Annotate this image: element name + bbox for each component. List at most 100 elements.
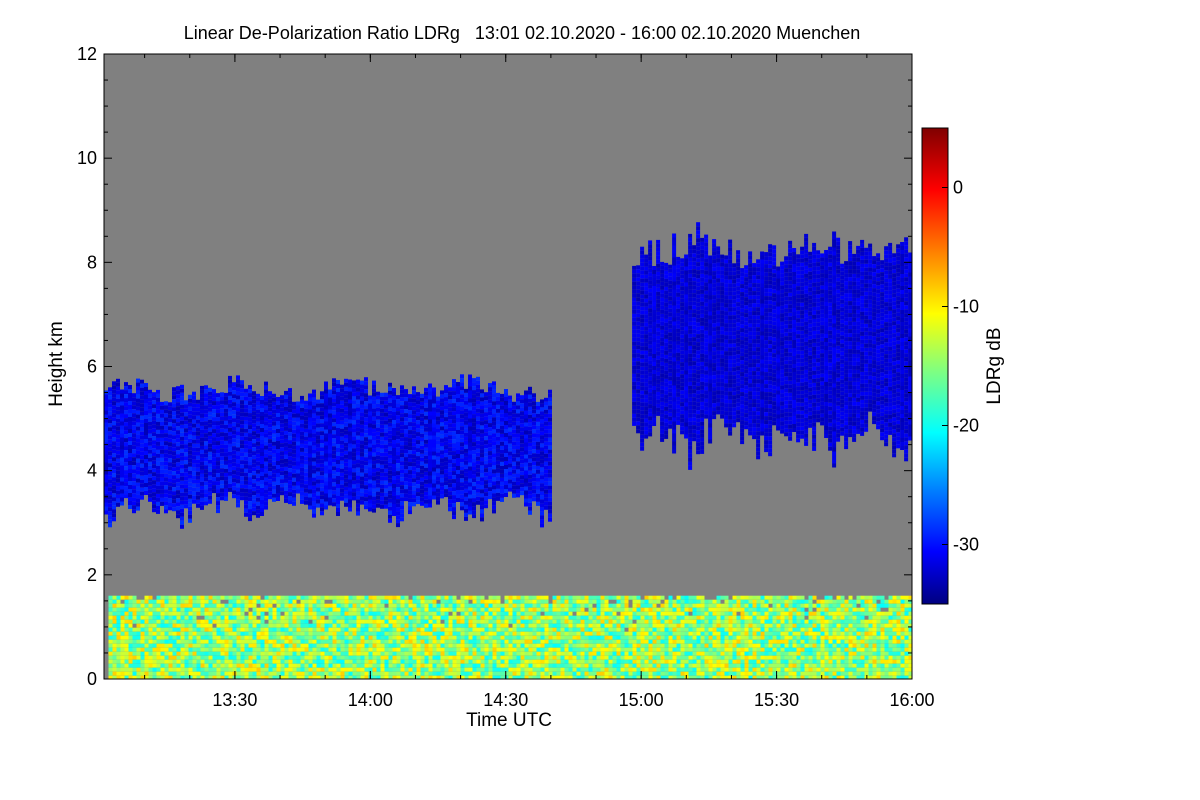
ldr-cell [472,627,477,632]
ldr-cell [204,449,208,454]
ldr-cell [132,409,136,414]
ldr-cell [336,659,341,664]
ldr-cell [512,663,517,668]
ldr-cell [128,401,132,405]
ldr-cell [596,639,601,644]
ldr-cell [668,667,673,672]
ldr-cell [424,627,429,632]
ldr-cell [540,643,545,648]
ldr-cell [656,639,661,644]
ldr-cell [196,631,201,636]
ldr-cell [188,482,192,487]
ldr-cell [592,651,597,656]
ldr-cell [412,623,417,628]
ldr-cell [292,627,297,632]
ldr-cell [140,623,145,628]
ldr-cell [720,663,725,668]
ldr-cell [168,446,172,451]
ldr-cell [152,488,156,493]
ldr-cell [760,623,765,628]
ldr-cell [692,643,697,648]
ldr-cell [824,607,829,612]
ldr-cell [200,501,204,506]
ldr-cell [132,469,136,474]
ldr-cell [416,655,421,660]
ldr-cell [644,603,649,608]
ldr-cell [188,406,192,411]
ldr-cell [524,659,529,664]
ldr-cell [148,611,153,616]
ldr-cell [336,675,341,679]
ldr-cell [180,631,185,636]
ldr-cell [164,477,168,482]
ldr-cell [132,595,137,600]
ldr-cell [184,655,189,660]
ldr-cell [152,476,156,481]
ldr-cell [876,671,881,676]
ldr-cell [136,647,141,652]
ldr-cell [196,659,201,664]
ldr-cell [508,611,513,616]
ldr-cell [888,631,893,636]
ldr-cell [812,631,817,636]
ldr-cell [392,603,397,608]
ldr-cell [236,655,241,660]
ldr-cell [424,623,429,628]
ldr-cell [624,639,629,644]
ldr-cell [448,619,453,624]
ldr-cell [260,627,265,632]
ldr-cell [572,643,577,648]
ldr-cell [908,635,912,640]
ldr-cell [300,671,305,676]
ldr-cell [108,407,112,412]
ldr-cell [136,671,141,676]
ldr-cell [172,655,177,660]
ldr-cell [188,659,193,664]
ldr-cell [484,607,489,612]
ldr-cell [292,615,297,620]
ldr-cell [352,647,357,652]
ldr-cell [752,607,757,612]
ldr-cell [320,667,325,672]
ldr-cell [328,631,333,636]
ldr-cell [852,655,857,660]
ldr-cell [544,611,549,616]
ldr-cell [376,631,381,636]
ldr-cell [116,418,120,423]
ldr-cell [896,667,901,672]
ldr-cell [132,631,137,636]
ldr-cell [200,647,205,652]
ldr-cell [804,611,809,616]
ldr-cell [820,675,825,679]
ldr-cell [168,595,173,600]
ldr-cell [856,639,861,644]
ldr-cell [268,659,273,664]
ldr-cell [132,473,136,478]
ldr-cell [516,599,521,604]
ldr-cell [192,391,196,396]
ldr-cell [168,655,173,660]
ldr-cell [236,639,241,644]
ldr-cell [692,599,697,604]
ldr-cell [316,599,321,604]
ldr-cell [560,643,565,648]
ldr-cell [644,599,649,604]
ldr-cell [828,663,833,668]
ldr-cell [172,411,176,416]
ldr-cell [204,413,208,418]
ldr-cell [824,635,829,640]
ldr-cell [348,627,353,632]
ldr-cell [700,627,705,632]
ldr-cell [464,615,469,620]
ldr-cell [352,655,357,660]
ldr-cell [128,473,132,477]
ldr-cell [212,389,216,394]
ldr-cell [156,509,160,514]
ldr-cell [480,631,485,636]
ldr-cell [484,647,489,652]
ldr-cell [184,599,189,604]
ldr-cell [356,599,361,604]
ldr-cell [812,603,817,608]
ldr-cell [708,663,713,668]
ldr-cell [260,663,265,668]
